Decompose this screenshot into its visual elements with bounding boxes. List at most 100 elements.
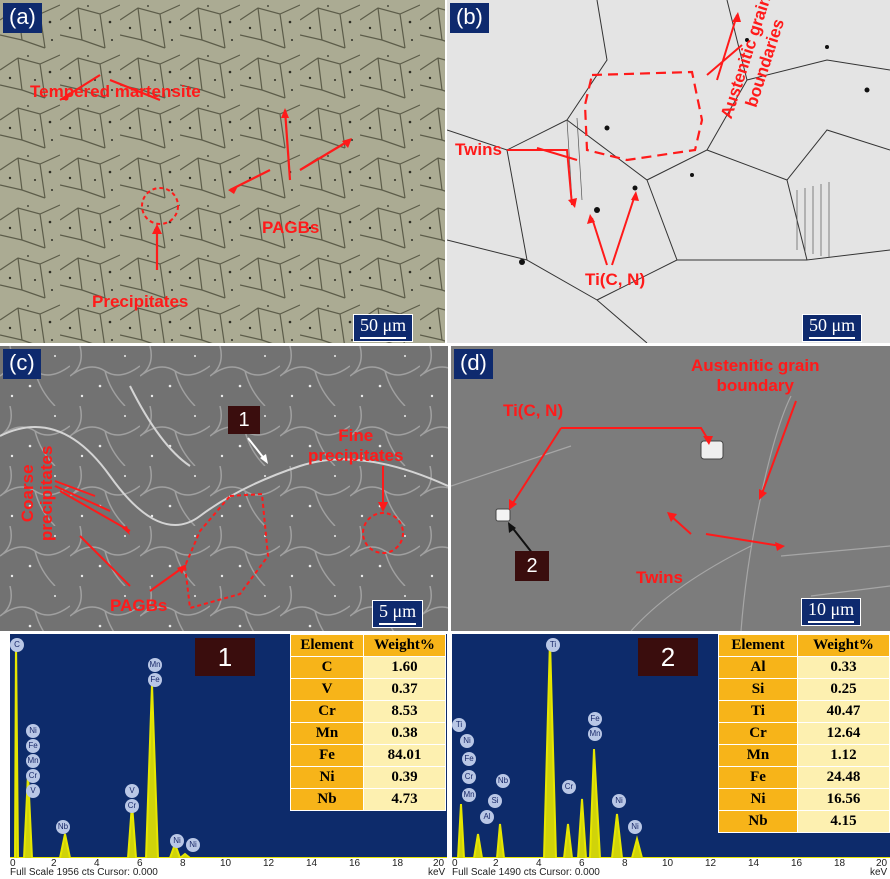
scale-bar-a-text: 50 μm bbox=[360, 315, 407, 335]
eds-2-point-label: 2 bbox=[638, 638, 698, 676]
eds-2-peaks bbox=[452, 639, 890, 858]
tick-label: 8 bbox=[622, 858, 628, 869]
cell-weight: 1.12 bbox=[797, 744, 890, 767]
pagbs-label-a: PAGBs bbox=[262, 218, 320, 237]
scale-bar-c-text: 5 μm bbox=[379, 601, 417, 621]
cell-element: Cr bbox=[718, 722, 798, 745]
cell-weight: 84.01 bbox=[363, 744, 446, 767]
peak-label: Ti bbox=[452, 718, 466, 732]
table-row: Si 0.25 bbox=[718, 678, 890, 701]
peak-label: Cr bbox=[26, 769, 40, 783]
eds-spectrum-1: C Ni Fe Mn Cr V Nb V Cr Mn Fe Ni Ni 1 El… bbox=[10, 634, 447, 858]
cell-weight: 4.15 bbox=[797, 810, 890, 833]
cell-weight: 12.64 bbox=[797, 722, 890, 745]
peak-label: Mn bbox=[26, 754, 40, 768]
header-weight: Weight% bbox=[797, 634, 890, 657]
cell-weight: 0.38 bbox=[363, 722, 446, 745]
table-row: Mn 0.38 bbox=[290, 722, 446, 745]
cell-element: Cr bbox=[290, 700, 364, 723]
cell-element: Nb bbox=[718, 810, 798, 833]
cell-weight: 8.53 bbox=[363, 700, 446, 723]
tick-label: 6 bbox=[579, 858, 585, 869]
table-row: Ti 40.47 bbox=[718, 700, 890, 723]
cell-weight: 4.73 bbox=[363, 788, 446, 811]
eds-2-keV: keV bbox=[870, 867, 888, 878]
tick-label: 18 bbox=[834, 858, 846, 869]
eds-1-keV: keV bbox=[428, 867, 446, 878]
grain-boundary-outline bbox=[583, 70, 704, 162]
table-row: Ni 0.39 bbox=[290, 766, 446, 789]
peak-label: Mn bbox=[462, 788, 476, 802]
peak-label: Ti bbox=[546, 638, 560, 652]
peak-label: V bbox=[26, 784, 40, 798]
twins-label-b: Twins bbox=[455, 140, 502, 159]
pagbs-label-c: PAGBs bbox=[110, 596, 168, 615]
coarse-precipitates-label: Coarse precipitates bbox=[18, 446, 56, 541]
cell-element: Nb bbox=[290, 788, 364, 811]
eds-1-composition-table: Element Weight% C 1.60 V 0.37 Cr 8.53 Mn 0.3… bbox=[290, 634, 446, 811]
panel-a-optical-micrograph: (a) Tempered martensite PAGBs Precipitat… bbox=[0, 0, 445, 343]
eds-spectrum-2: Ti Ni Fe Cr Mn Nb Si Al Ti Cr Fe Mn Ni N… bbox=[452, 634, 890, 858]
panel-a-label: (a) bbox=[3, 3, 42, 33]
table-row: Al 0.33 bbox=[718, 656, 890, 679]
table-row: Cr 12.64 bbox=[718, 722, 890, 745]
cell-weight: 24.48 bbox=[797, 766, 890, 789]
cell-element: Ti bbox=[718, 700, 798, 723]
coarse-line-1: Coarse bbox=[18, 464, 37, 523]
tick-label: 16 bbox=[791, 858, 803, 869]
tick-label: 18 bbox=[392, 858, 404, 869]
table-row: Mn 1.12 bbox=[718, 744, 890, 767]
twins-label-d: Twins bbox=[636, 568, 683, 587]
peak-label: Fe bbox=[26, 739, 40, 753]
peak-label: Ni bbox=[460, 734, 474, 748]
tin-label-d: Ti(C, N) bbox=[503, 401, 564, 420]
point-1-marker: 1 bbox=[228, 406, 260, 434]
peak-label: Si bbox=[488, 794, 502, 808]
tick-label: 12 bbox=[705, 858, 717, 869]
peak-label: Ni bbox=[170, 834, 184, 848]
peak-label: Fe bbox=[462, 752, 476, 766]
eds-1-footer: Full Scale 1956 cts Cursor: 0.000 bbox=[10, 867, 158, 878]
scale-bar-b-text: 50 μm bbox=[809, 315, 856, 335]
tick-label: 4 bbox=[536, 858, 542, 869]
header-weight: Weight% bbox=[363, 634, 446, 657]
point-2-marker: 2 bbox=[515, 551, 549, 581]
eds-2-composition-table: Element Weight% Al 0.33 Si 0.25 Ti 40.47 Cr… bbox=[718, 634, 890, 833]
tick-label: 2 bbox=[51, 858, 57, 869]
cell-element: Si bbox=[718, 678, 798, 701]
peak-label: Nb bbox=[56, 820, 70, 834]
header-element: Element bbox=[718, 634, 798, 657]
tick-label: 20 bbox=[876, 858, 888, 869]
tick-label: 6 bbox=[137, 858, 143, 869]
panel-c-texture bbox=[0, 346, 448, 631]
cell-element: Al bbox=[718, 656, 798, 679]
cell-weight: 0.39 bbox=[363, 766, 446, 789]
cell-element: V bbox=[290, 678, 364, 701]
peak-label: Cr bbox=[462, 770, 476, 784]
panel-c-sem-micrograph: (c) 1 Coarse precipitates Fine precipita… bbox=[0, 346, 448, 631]
tick-label: 20 bbox=[433, 858, 445, 869]
tick-label: 14 bbox=[748, 858, 760, 869]
fine-line-2: precipitates bbox=[308, 446, 404, 465]
eds-2-footer: Full Scale 1490 cts Cursor: 0.000 bbox=[452, 867, 600, 878]
aus-line-2: boundary bbox=[716, 376, 794, 395]
cell-element: C bbox=[290, 656, 364, 679]
table-row: C 1.60 bbox=[290, 656, 446, 679]
panel-a-arrows bbox=[59, 74, 351, 191]
tick-label: 8 bbox=[180, 858, 186, 869]
panel-b-label: (b) bbox=[450, 3, 489, 33]
fine-line-1: Fine bbox=[338, 426, 374, 445]
peak-label: Mn bbox=[148, 658, 162, 672]
peak-label: Cr bbox=[562, 780, 576, 794]
coarse-line-2: precipitates bbox=[37, 445, 56, 541]
tick-label: 2 bbox=[493, 858, 499, 869]
scale-bar-b: 50 μm bbox=[802, 314, 863, 342]
tempered-martensite-label: Tempered martensite bbox=[30, 82, 201, 101]
tick-label: 10 bbox=[220, 858, 232, 869]
peak-label: Nb bbox=[496, 774, 510, 788]
tick-label: 10 bbox=[662, 858, 674, 869]
panel-d-sem-micrograph: (d) 2 Ti(C, N) Austenitic grain boundary… bbox=[451, 346, 890, 631]
panel-d-texture bbox=[451, 395, 890, 631]
peak-label: Fe bbox=[148, 673, 162, 687]
cell-weight: 0.37 bbox=[363, 678, 446, 701]
